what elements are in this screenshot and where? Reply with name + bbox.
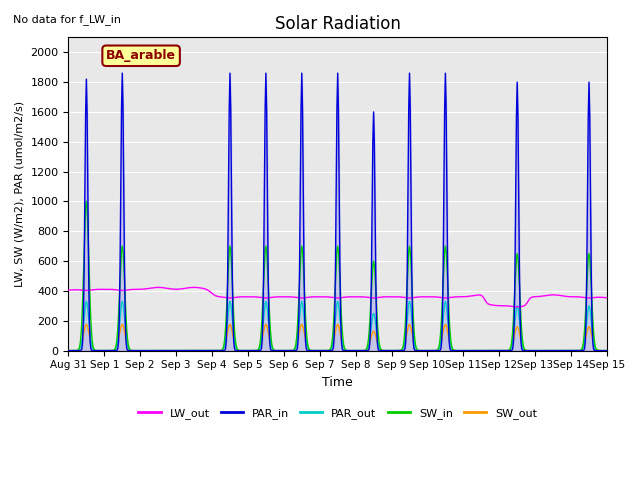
Text: BA_arable: BA_arable xyxy=(106,49,176,62)
Legend: LW_out, PAR_in, PAR_out, SW_in, SW_out: LW_out, PAR_in, PAR_out, SW_in, SW_out xyxy=(134,403,541,423)
X-axis label: Time: Time xyxy=(323,376,353,389)
Text: No data for f_LW_in: No data for f_LW_in xyxy=(13,14,121,25)
Title: Solar Radiation: Solar Radiation xyxy=(275,15,401,33)
Y-axis label: LW, SW (W/m2), PAR (umol/m2/s): LW, SW (W/m2), PAR (umol/m2/s) xyxy=(15,101,25,287)
